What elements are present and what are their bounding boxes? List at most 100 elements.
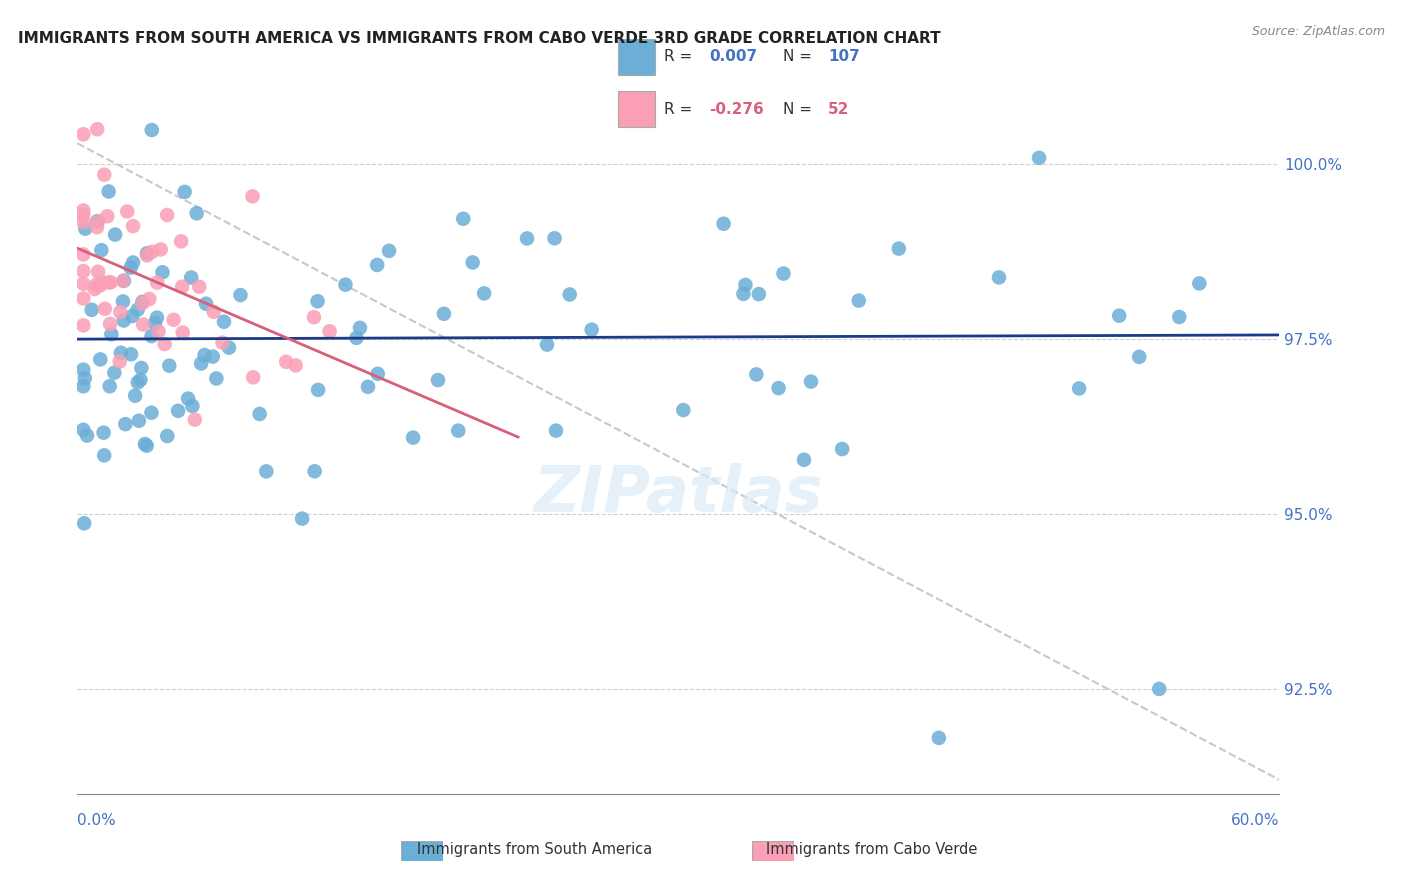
Text: R =: R = — [665, 49, 693, 64]
Point — [136, 248, 159, 262]
Point — [793, 452, 815, 467]
Point — [72, 423, 94, 437]
Point — [141, 123, 163, 137]
Point — [928, 731, 950, 745]
Point — [156, 429, 179, 443]
Point — [94, 301, 117, 316]
Point — [734, 277, 756, 292]
Point — [72, 215, 94, 229]
Bar — [619, 92, 655, 128]
Point — [516, 231, 538, 245]
Point — [72, 128, 94, 142]
Point — [114, 417, 136, 431]
Point — [190, 357, 212, 371]
Point — [184, 413, 207, 427]
Point — [713, 217, 735, 231]
Point — [302, 310, 325, 325]
Text: Immigrants from South America: Immigrants from South America — [416, 842, 652, 856]
Point — [201, 350, 224, 364]
Point — [167, 404, 190, 418]
Point — [87, 214, 110, 228]
Point — [80, 302, 103, 317]
Point — [202, 305, 225, 319]
Point — [172, 326, 194, 340]
Point — [143, 316, 166, 330]
Text: Immigrants from Cabo Verde: Immigrants from Cabo Verde — [766, 842, 977, 856]
Point — [122, 219, 145, 234]
Point — [177, 392, 200, 406]
Point — [120, 347, 142, 361]
Point — [848, 293, 870, 308]
Point — [72, 203, 94, 218]
Point — [1188, 277, 1211, 291]
Point — [112, 274, 135, 288]
Point — [367, 367, 389, 381]
Point — [1069, 382, 1091, 396]
Point — [153, 337, 176, 351]
Point — [124, 389, 146, 403]
Point — [148, 325, 170, 339]
Point — [122, 255, 145, 269]
Point — [433, 307, 456, 321]
Text: 0.007: 0.007 — [709, 49, 758, 64]
Point — [72, 277, 94, 291]
Point — [128, 414, 150, 428]
Point — [112, 313, 135, 327]
Point — [1028, 151, 1050, 165]
Point — [194, 348, 217, 362]
Point — [86, 220, 108, 235]
Point — [181, 399, 204, 413]
Text: Source: ZipAtlas.com: Source: ZipAtlas.com — [1251, 25, 1385, 38]
Point — [132, 318, 155, 332]
Point — [86, 277, 108, 292]
Point — [89, 352, 111, 367]
Point — [152, 265, 174, 279]
Point — [307, 294, 329, 309]
Point — [461, 255, 484, 269]
Point — [186, 206, 208, 220]
Point — [131, 296, 153, 310]
Point — [72, 247, 94, 261]
Point — [772, 267, 794, 281]
Point — [86, 122, 108, 136]
Text: IMMIGRANTS FROM SOUTH AMERICA VS IMMIGRANTS FROM CABO VERDE 3RD GRADE CORRELATIO: IMMIGRANTS FROM SOUTH AMERICA VS IMMIGRA… — [18, 31, 941, 46]
Point — [98, 317, 121, 331]
Point — [284, 359, 307, 373]
Point — [89, 278, 111, 293]
Point — [156, 208, 179, 222]
Point — [335, 277, 357, 292]
Point — [131, 295, 153, 310]
Point — [229, 288, 252, 302]
Point — [447, 424, 470, 438]
Point — [254, 464, 277, 478]
Point — [86, 214, 108, 228]
Point — [135, 439, 157, 453]
Point — [304, 464, 326, 478]
Point — [103, 366, 125, 380]
Point — [205, 371, 228, 385]
Point — [378, 244, 401, 258]
Point — [131, 361, 153, 376]
Point — [72, 264, 94, 278]
Point — [72, 379, 94, 393]
Point — [211, 335, 233, 350]
Point — [90, 243, 112, 257]
Point — [800, 375, 823, 389]
Text: 107: 107 — [828, 49, 860, 64]
Point — [544, 424, 567, 438]
Point — [672, 403, 695, 417]
Point — [100, 276, 122, 290]
Point — [146, 276, 169, 290]
Point — [108, 354, 131, 368]
Point — [93, 448, 115, 462]
Bar — [619, 39, 655, 75]
Point — [72, 362, 94, 376]
Point — [110, 305, 132, 319]
Point — [136, 246, 159, 260]
Point — [887, 242, 910, 256]
Point — [162, 312, 184, 326]
Point — [111, 294, 134, 309]
Point — [127, 376, 149, 390]
Point — [349, 321, 371, 335]
Point — [543, 231, 565, 245]
